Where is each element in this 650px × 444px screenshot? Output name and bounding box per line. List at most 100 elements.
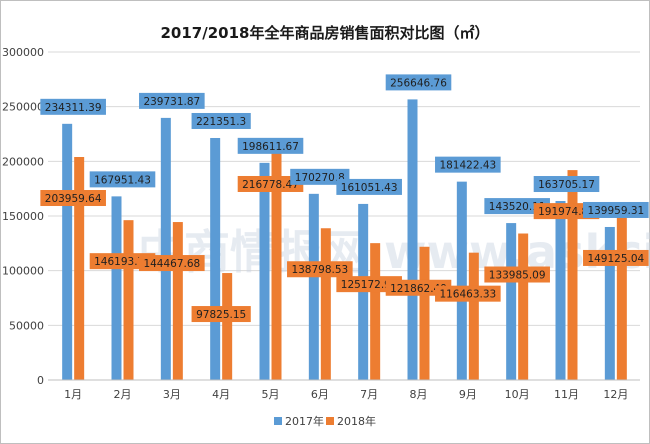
data-label-text: 121862.49 <box>390 283 447 295</box>
data-label-text: 163705.17 <box>538 179 595 191</box>
x-axis-categories: 1月 2月 3月 4月 5月 6月 7月 8月 9月 10月 11月 12月 <box>64 388 628 401</box>
data-label-text: 139959.31 <box>587 205 644 217</box>
data-label-text: 116463.33 <box>439 289 496 301</box>
data-label-box <box>336 178 402 195</box>
data-label-box <box>237 137 304 154</box>
data-label-box <box>533 176 600 193</box>
legend-item-2018年: 2018年 <box>326 414 376 428</box>
bar-2018年 <box>222 273 233 380</box>
x-tick-label: 5月 <box>262 388 280 401</box>
data-label-text: 149125.04 <box>587 253 644 265</box>
data-label-text: 191974.86 <box>538 206 595 218</box>
y-tick-label: 150000 <box>2 210 44 223</box>
x-tick-label: 6月 <box>311 388 329 401</box>
data-label-box <box>484 266 550 283</box>
data-label-2017年: 221351.3 <box>191 112 251 129</box>
data-label-2018年: 144467.68 <box>139 255 205 272</box>
data-label-2018年: 216778.47 <box>237 175 304 192</box>
y-axis-ticks: 0 50000 100000 150000 200000 250000 300000 <box>2 46 44 387</box>
data-label-2017年: 239731.87 <box>139 92 205 109</box>
y-tick-label: 100000 <box>2 265 44 278</box>
data-label-2018年: 149125.04 <box>583 249 649 266</box>
bar-2018年 <box>320 228 331 380</box>
data-label-text: 181422.43 <box>439 160 496 172</box>
data-label-box <box>89 171 156 188</box>
data-label-box <box>385 74 452 91</box>
bar-2018年 <box>567 170 578 380</box>
data-label-2017年: 234311.39 <box>40 98 106 115</box>
data-label-text: 161051.43 <box>341 182 398 194</box>
bar-2017年 <box>160 117 171 380</box>
bar-2018年 <box>123 220 134 380</box>
x-tick-label: 8月 <box>410 388 428 401</box>
x-tick-label: 10月 <box>505 388 530 401</box>
data-label-box <box>191 112 251 129</box>
y-tick-label: 300000 <box>2 46 44 59</box>
y-tick-label: 50000 <box>9 319 44 332</box>
data-label-box <box>237 175 304 192</box>
data-label-text: 167951.43 <box>94 174 151 186</box>
data-label-text: 143520.11 <box>489 201 546 213</box>
data-label-2017年: 256646.76 <box>385 74 452 91</box>
bar-2017年 <box>456 181 467 380</box>
data-label-box <box>290 168 350 185</box>
x-tick-label: 3月 <box>163 388 181 401</box>
data-label-2018年: 191974.86 <box>533 203 600 220</box>
data-label-text: 239731.87 <box>143 96 200 108</box>
data-label-text: 97825.15 <box>196 309 246 321</box>
data-label-2018年: 121862.49 <box>385 279 452 296</box>
bar-2017年 <box>259 162 270 380</box>
x-tick-label: 11月 <box>554 388 579 401</box>
data-label-box <box>191 306 251 323</box>
data-label-2018年: 125172.98 <box>336 276 402 293</box>
data-label-text: 146193.75 <box>94 256 151 268</box>
data-label-text: 256646.76 <box>390 77 447 89</box>
data-label-2017年: 181422.43 <box>435 156 501 173</box>
data-label-2017年: 170270.8 <box>290 168 350 185</box>
legend-swatch <box>274 417 282 425</box>
data-label-box <box>583 201 649 218</box>
bar-2018年 <box>419 246 430 380</box>
data-label-2017年: 143520.11 <box>484 198 550 215</box>
y-tick-label: 200000 <box>2 155 44 168</box>
data-label-box <box>385 279 452 296</box>
data-label-box <box>336 276 402 293</box>
legend-item-2017年: 2017年 <box>274 414 324 428</box>
data-label-box <box>40 98 106 115</box>
bar-2017年 <box>111 196 122 380</box>
x-tick-label: 1月 <box>64 388 82 401</box>
data-label-2017年: 139959.31 <box>583 201 649 218</box>
y-tick-label: 250000 <box>2 101 44 114</box>
data-label-2018年: 97825.15 <box>191 306 251 323</box>
x-tick-label: 12月 <box>603 388 628 401</box>
data-label-box <box>533 203 600 220</box>
x-tick-label: 9月 <box>459 388 477 401</box>
data-label-text: 203959.64 <box>45 193 102 205</box>
legend-label: 2018年 <box>337 414 376 428</box>
bar-2017年 <box>210 137 221 380</box>
data-label-box <box>139 92 205 109</box>
legend-label: 2017年 <box>285 414 324 428</box>
data-label-text: 216778.47 <box>242 179 299 191</box>
data-label-box <box>435 285 501 302</box>
bar-2017年 <box>604 226 615 380</box>
data-label-text: 138798.53 <box>291 264 348 276</box>
data-label-box <box>583 249 649 266</box>
data-label-2018年: 146193.75 <box>89 253 156 270</box>
x-tick-label: 7月 <box>360 388 378 401</box>
bar-2017年 <box>555 201 566 380</box>
data-label-box <box>435 156 501 173</box>
data-label-2018年: 203959.64 <box>40 190 106 207</box>
data-label-2017年: 167951.43 <box>89 171 156 188</box>
data-label-text: 234311.39 <box>45 102 102 114</box>
bar-2018年 <box>74 157 85 380</box>
legend: 2017年 2018年 <box>274 414 376 428</box>
data-label-text: 170270.8 <box>295 172 345 184</box>
data-label-2018年: 116463.33 <box>435 285 501 302</box>
data-label-text: 125172.98 <box>341 279 398 291</box>
x-tick-label: 4月 <box>212 388 230 401</box>
data-label-2017年: 161051.43 <box>336 178 402 195</box>
bar-2017年 <box>407 99 418 381</box>
data-label-box <box>287 261 353 278</box>
